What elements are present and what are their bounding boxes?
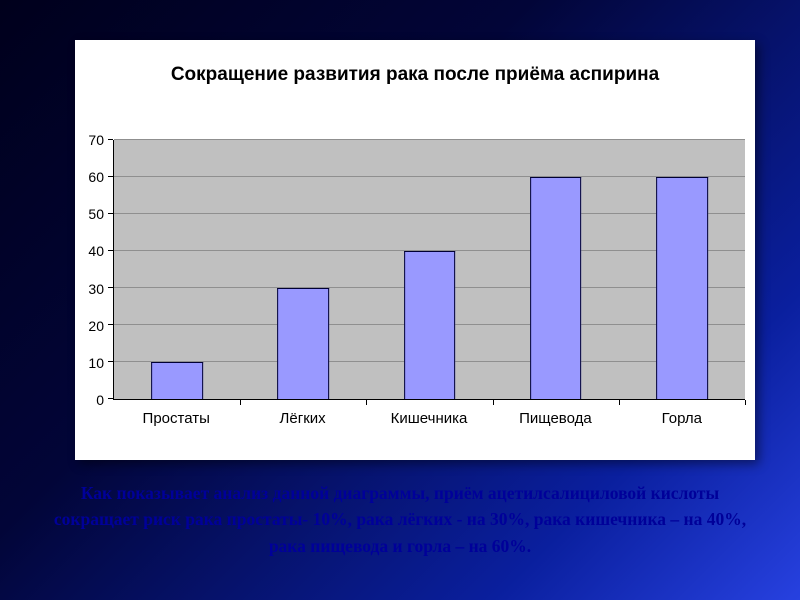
x-axis-labels: Простаты Лёгких Кишечника Пищевода Горла <box>113 410 745 440</box>
chart-title: Сокращение развития рака после приёма ас… <box>170 64 660 85</box>
y-tick-mark <box>108 361 113 362</box>
chart-panel: Сокращение развития рака после приёма ас… <box>75 40 755 460</box>
gridline <box>114 213 745 214</box>
y-tick-mark <box>108 213 113 214</box>
bar-1 <box>151 362 203 399</box>
y-axis-label: 0 <box>96 392 104 408</box>
bar-3 <box>403 251 456 399</box>
y-axis-label: 60 <box>88 169 104 186</box>
y-axis-label: 30 <box>88 280 104 297</box>
bar-5 <box>656 177 708 399</box>
slide-caption: Как показывает анализ данной диаграммы, … <box>53 483 747 556</box>
x-tick-mark <box>240 400 242 405</box>
y-tick-mark <box>108 139 113 140</box>
x-axis-label: Лёгких <box>279 410 326 427</box>
y-axis-label: 50 <box>88 206 104 223</box>
bar-2 <box>277 288 330 399</box>
x-axis-label: Простаты <box>142 410 210 427</box>
y-axis-label: 20 <box>88 317 104 334</box>
bar-4 <box>529 177 582 399</box>
y-tick-mark <box>108 250 113 251</box>
y-axis-labels: 0 10 20 30 40 50 60 70 <box>75 133 111 407</box>
y-tick-mark <box>108 176 113 177</box>
x-axis-label: Пищевода <box>519 410 592 427</box>
gridline <box>114 176 745 177</box>
x-tick-mark <box>618 400 620 405</box>
gridline <box>114 139 745 140</box>
x-axis-label: Кишечника <box>390 410 468 427</box>
y-axis-label: 10 <box>88 354 104 371</box>
x-tick-mark <box>745 400 746 405</box>
gridline <box>114 250 745 251</box>
x-tick-mark <box>366 400 368 405</box>
y-axis-label: 70 <box>88 132 104 148</box>
y-tick-mark <box>108 287 113 288</box>
y-axis-label: 40 <box>88 243 104 260</box>
x-axis-label: Горла <box>661 410 703 427</box>
y-tick-mark <box>108 324 113 325</box>
y-tick-mark <box>108 398 113 399</box>
x-tick-mark <box>492 400 494 405</box>
plot-area <box>108 139 746 405</box>
